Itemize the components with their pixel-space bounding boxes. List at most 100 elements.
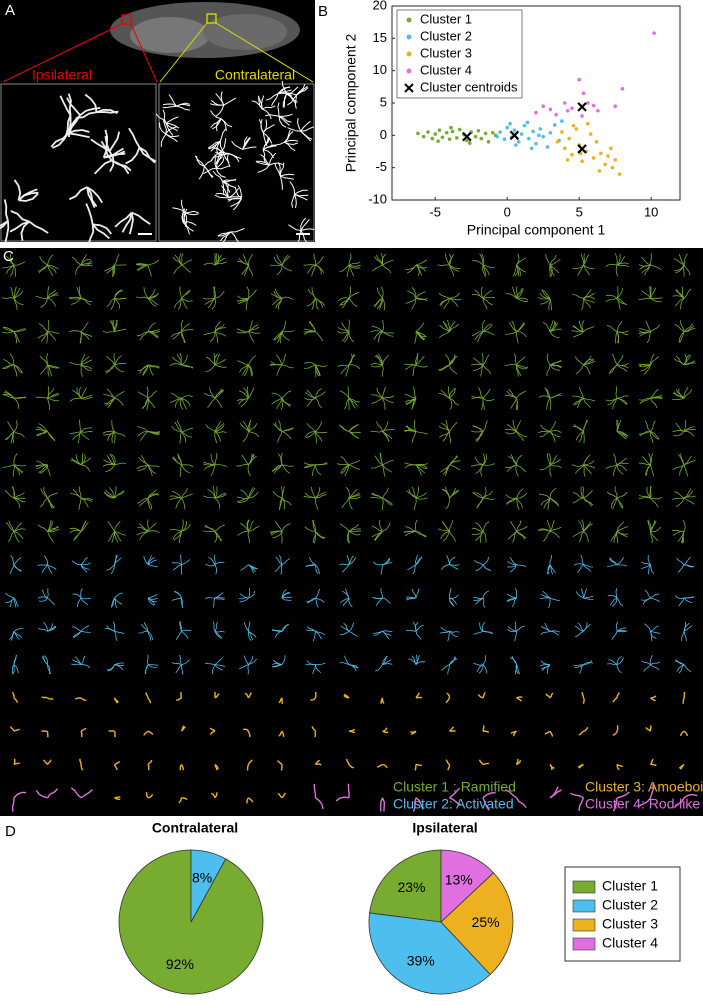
point (455, 136, 459, 140)
process (617, 725, 618, 731)
slice-label: 92% (166, 956, 194, 972)
point (508, 122, 512, 126)
process (115, 731, 116, 737)
point (491, 131, 495, 135)
point (575, 127, 579, 131)
cluster-legend: Cluster 1 : Ramified (393, 779, 516, 795)
point (431, 137, 435, 141)
point (603, 163, 607, 167)
point (652, 31, 656, 35)
point (534, 111, 538, 115)
point (505, 126, 509, 130)
y-tick-label: -5 (375, 159, 387, 174)
point (577, 78, 581, 82)
slice-label: 39% (407, 952, 435, 968)
legend-label: Cluster 3 (420, 45, 472, 60)
process (282, 531, 283, 543)
legend-swatch (573, 919, 595, 931)
point (541, 135, 545, 139)
point (484, 132, 488, 136)
ipsi-label: Ipsilateral (32, 67, 92, 83)
point (441, 135, 445, 139)
y-tick-label: 0 (380, 127, 387, 142)
point (530, 146, 534, 150)
point (426, 130, 430, 134)
point (449, 126, 453, 130)
point (598, 169, 602, 173)
legend-label: Cluster centroids (420, 79, 518, 94)
point (487, 140, 491, 144)
point (438, 128, 442, 132)
point (422, 135, 426, 139)
legend-label: Cluster 1 (420, 11, 472, 26)
point (589, 132, 593, 136)
process (48, 588, 49, 598)
point (609, 146, 613, 150)
process (306, 664, 316, 665)
point (513, 128, 517, 132)
x-tick-label: 0 (504, 204, 511, 219)
point (563, 101, 567, 105)
process (270, 364, 282, 365)
panel-label: C (3, 248, 14, 265)
process (517, 286, 518, 298)
point (613, 158, 617, 162)
point (556, 140, 560, 144)
point (479, 137, 483, 141)
cluster-legend: Cluster 4: Rod-like (585, 796, 700, 812)
process (282, 765, 283, 771)
point (618, 172, 622, 176)
legend-marker (407, 18, 412, 23)
cluster-legend: Cluster 3: Amoeboid (585, 779, 703, 795)
cluster-legend: Cluster 2: Activated (393, 796, 514, 812)
point (448, 137, 452, 141)
point (599, 152, 603, 156)
point (596, 109, 600, 113)
y-tick-label: 10 (373, 62, 387, 77)
point (621, 87, 625, 91)
point (580, 159, 584, 163)
process (2, 298, 14, 299)
point (539, 127, 543, 131)
point (546, 145, 550, 149)
legend-marker (407, 69, 412, 74)
point (563, 146, 567, 150)
process (81, 731, 82, 737)
point (503, 137, 507, 141)
slice-label: 25% (472, 914, 500, 930)
x-tick-label: 5 (576, 204, 583, 219)
process (349, 320, 350, 332)
process (215, 631, 225, 632)
point (567, 137, 571, 141)
point (606, 154, 610, 158)
slice-label: 13% (445, 872, 473, 888)
process (248, 665, 249, 675)
point (436, 139, 440, 143)
point (554, 113, 558, 117)
point (468, 141, 472, 145)
process (416, 765, 422, 766)
point (566, 109, 570, 113)
point (523, 124, 527, 128)
point (495, 135, 499, 139)
panel-label: A (5, 2, 15, 19)
x-tick-label: -5 (429, 204, 441, 219)
point (541, 104, 545, 108)
point (458, 128, 462, 132)
y-tick-label: 20 (373, 0, 387, 12)
process (349, 784, 350, 798)
process (315, 731, 316, 737)
y-tick-label: -10 (368, 191, 387, 206)
point (570, 106, 574, 110)
process (651, 725, 652, 731)
point (445, 131, 449, 135)
point (592, 104, 596, 108)
point (527, 137, 531, 141)
slice-label: 23% (397, 879, 425, 895)
slice-label: 8% (192, 869, 212, 885)
legend-swatch (573, 881, 595, 893)
point (549, 108, 553, 112)
panel-label: B (318, 3, 328, 20)
point (580, 114, 584, 118)
